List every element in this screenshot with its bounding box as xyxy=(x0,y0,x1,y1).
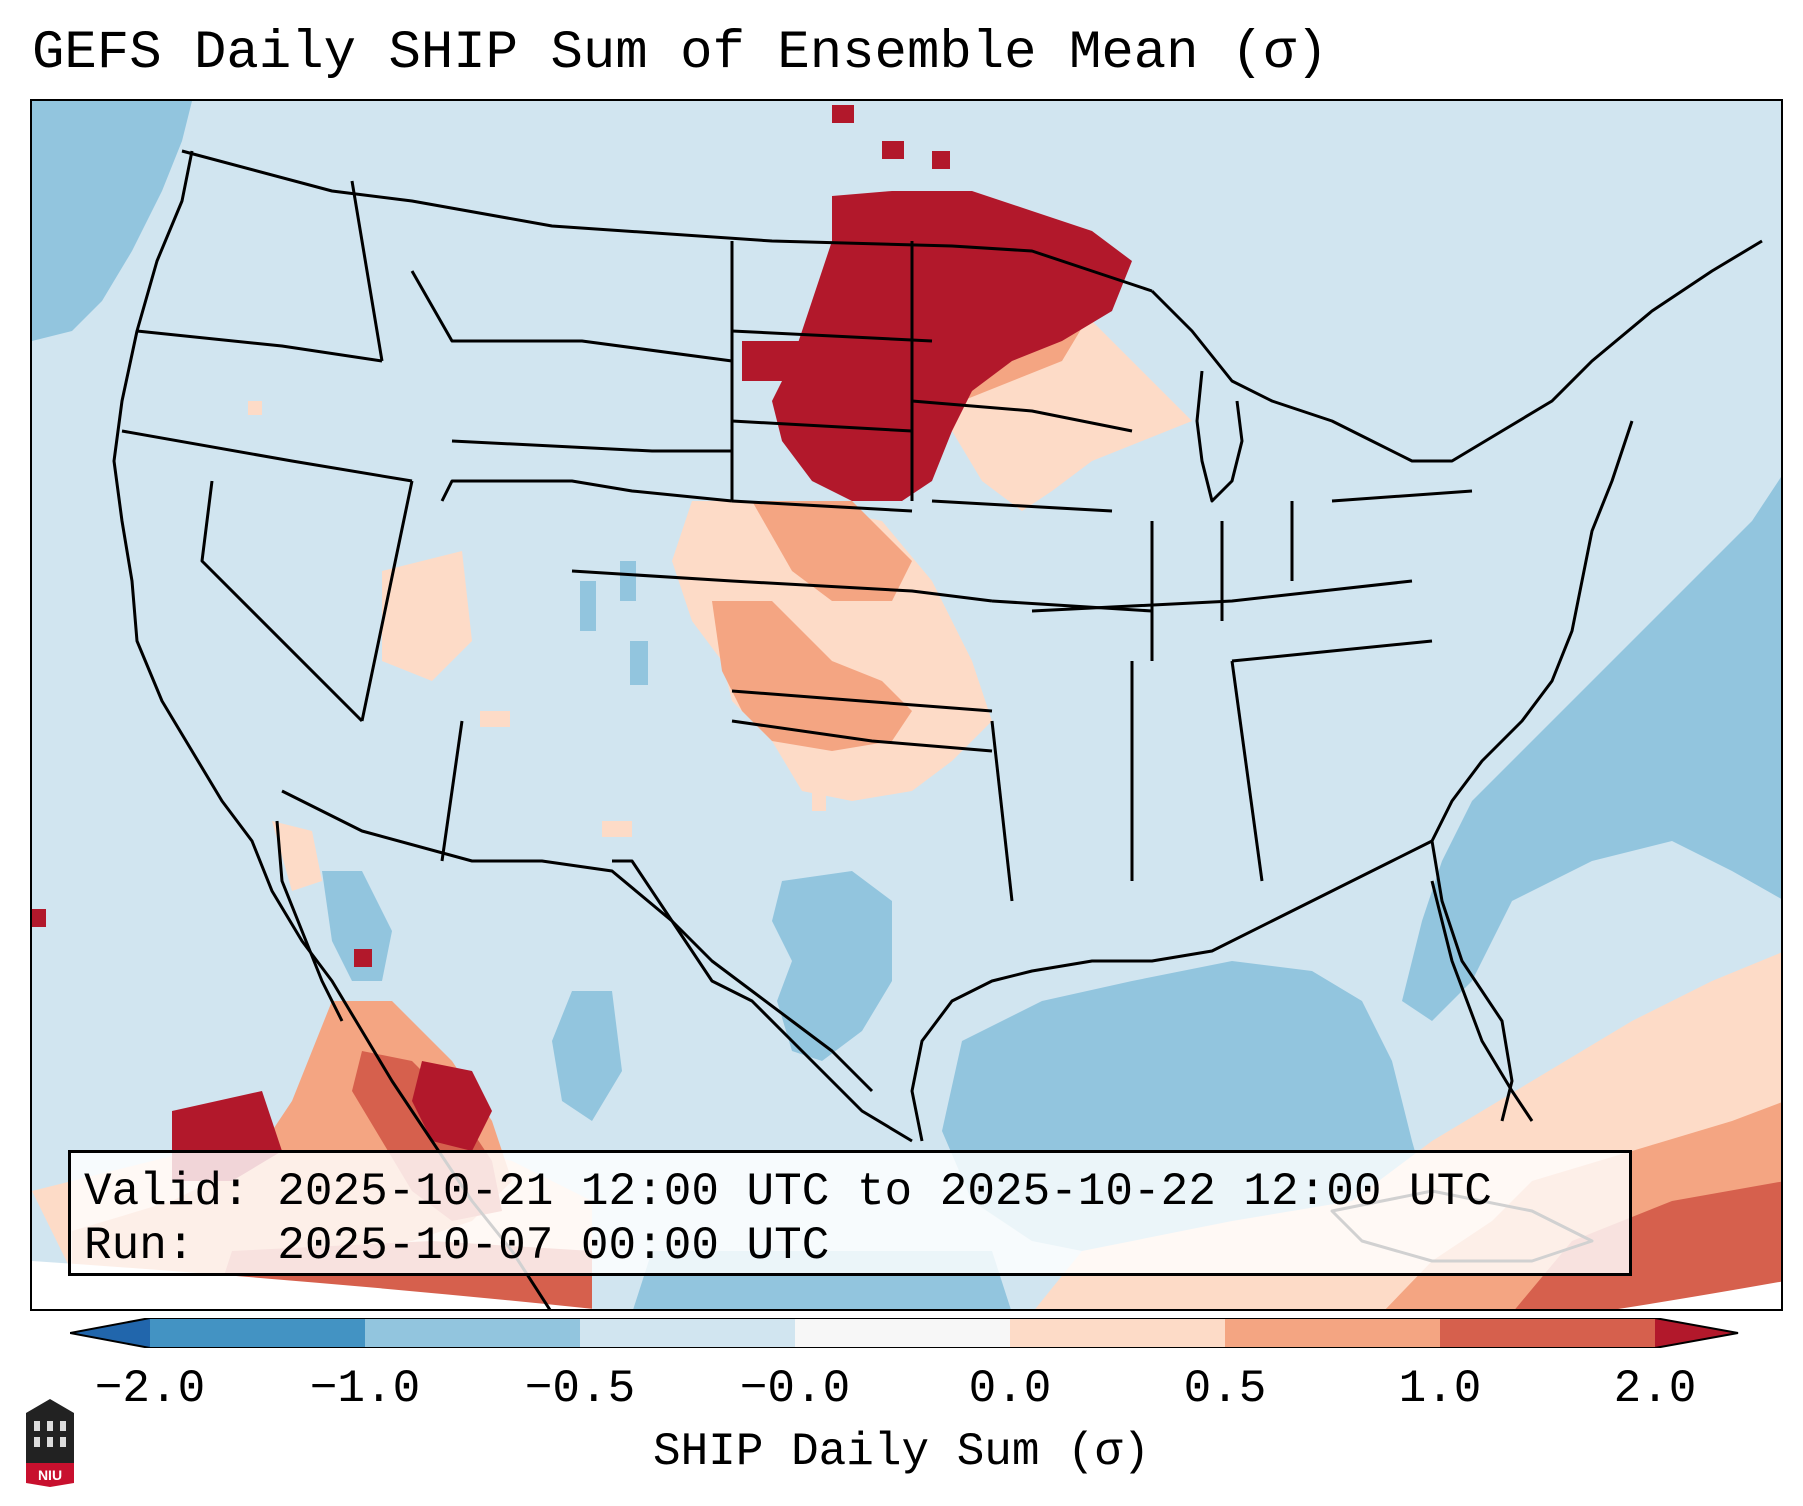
california-cell xyxy=(480,711,510,727)
colorbar xyxy=(70,1318,1739,1348)
canada-cell-3 xyxy=(932,151,950,169)
sierra-core xyxy=(412,1061,492,1151)
state-line-ca-nv xyxy=(200,480,364,723)
gulf-coastline xyxy=(910,839,1433,1142)
map-canvas xyxy=(32,101,1781,1309)
tick-label: 1.0 xyxy=(1398,1363,1482,1415)
colorbar-bin-neg1-neg05 xyxy=(365,1318,580,1348)
canada-cell-1 xyxy=(832,105,854,123)
se-caribbean-anomaly xyxy=(1515,1181,1781,1309)
state-line-nc-va xyxy=(1231,639,1433,663)
tick-label: −2.0 xyxy=(94,1363,206,1415)
tick-label: 0.0 xyxy=(968,1363,1052,1415)
run-value: 2025-10-07 00:00 UTC xyxy=(277,1220,830,1272)
valid-label: Valid: xyxy=(84,1166,250,1218)
colorbar-bin-neg2-neg1 xyxy=(150,1318,365,1348)
mexico-anomaly xyxy=(552,991,622,1121)
dakota-salmon-fringe xyxy=(752,501,912,601)
texas-anomaly xyxy=(772,871,892,1061)
state-line-ok-tx xyxy=(731,719,993,753)
state-line-al-ga xyxy=(1230,660,1264,882)
nevada-light xyxy=(382,551,472,681)
tick-label: −0.5 xyxy=(524,1363,636,1415)
mexico-border xyxy=(281,789,913,1143)
niu-logo-icon: NIU xyxy=(26,1399,74,1487)
tick-label: 2.0 xyxy=(1613,1363,1697,1415)
oregon-cell xyxy=(248,401,262,415)
state-line-mt-wy xyxy=(410,270,733,363)
canada-cell-2 xyxy=(882,141,904,159)
canada-border xyxy=(181,149,1153,293)
plains-light xyxy=(672,501,992,801)
east-coastline xyxy=(1430,420,1634,1122)
colorbar-bin-1-2 xyxy=(1440,1318,1655,1348)
florida-peninsula xyxy=(1430,880,1534,1122)
colorado-cell-3 xyxy=(630,641,648,685)
state-line-nv-ut xyxy=(360,480,414,722)
chart-title: GEFS Daily SHIP Sum of Ensemble Mean (σ) xyxy=(32,23,1329,84)
colorbar-extend-high xyxy=(1655,1318,1738,1348)
tick-label: −0.0 xyxy=(739,1363,851,1415)
colorbar-label: SHIP Daily Sum (σ) xyxy=(653,1426,1150,1478)
state-line-mn-wi xyxy=(911,399,1133,433)
off-domain-se xyxy=(1618,1281,1781,1309)
pacific-edge-core xyxy=(32,909,46,927)
state-line-ks-ok xyxy=(731,689,993,713)
colorado-cell-1 xyxy=(580,581,596,631)
baja-core xyxy=(354,949,372,967)
baja-peninsula xyxy=(275,820,344,1022)
state-line-az-nm xyxy=(440,720,464,862)
state-line-co-ks xyxy=(571,569,993,603)
colorbar-bin-0-05 xyxy=(1010,1318,1225,1348)
logo-banner xyxy=(26,1463,74,1487)
tick-label: 0.5 xyxy=(1183,1363,1267,1415)
state-line-id-mt xyxy=(350,180,384,362)
west-coastline xyxy=(112,150,552,1309)
atlantic-anomaly xyxy=(1402,477,1781,1021)
colorbar-bin-zero xyxy=(795,1318,1010,1348)
colorbar-outline xyxy=(70,1318,1739,1348)
state-line-ne-ks xyxy=(731,499,913,513)
borders xyxy=(112,149,1763,1309)
valid-row: Valid: 2025-10-21 12:00 UTC to 2025-10-2… xyxy=(84,1165,1629,1219)
arizona-cell xyxy=(602,821,632,837)
colorado-cell-2 xyxy=(620,561,636,601)
map-panel xyxy=(30,99,1783,1311)
run-row: Run: 2025-10-07 00:00 UTC xyxy=(84,1219,1629,1273)
valid-value: 2025-10-21 12:00 UTC to 2025-10-22 12:00… xyxy=(277,1166,1492,1218)
state-line-ut-co xyxy=(440,479,733,503)
state-line-wa-or xyxy=(136,329,383,363)
dakotas-core-anomaly xyxy=(772,191,1132,501)
great-lakes-shore xyxy=(1150,239,1763,463)
state-line-tn-ky xyxy=(1031,579,1413,613)
rio-grande xyxy=(612,859,874,1093)
state-line-ny-pa xyxy=(1331,489,1473,503)
nm-cell xyxy=(812,781,826,811)
state-line-or-ca xyxy=(121,429,413,483)
kansas-salmon xyxy=(712,601,912,751)
logo-text: NIU xyxy=(38,1467,62,1483)
valid-time-box: Valid: 2025-10-21 12:00 UTC to 2025-10-2… xyxy=(68,1150,1632,1276)
pacific-nw-anomaly xyxy=(32,101,192,341)
tick-label: −1.0 xyxy=(309,1363,421,1415)
state-line-ia-mo xyxy=(931,499,1113,513)
sd-west-core xyxy=(742,341,802,381)
lake-michigan xyxy=(1195,370,1244,503)
run-label: Run: xyxy=(84,1220,195,1272)
gulf-of-california-anomaly xyxy=(322,871,392,981)
colorbar-bin-05-1 xyxy=(1225,1318,1440,1348)
state-line-la-tx xyxy=(990,720,1014,902)
colorbar-bin-neg05-0 xyxy=(580,1318,795,1348)
colorbar-extend-low xyxy=(70,1318,150,1348)
baja-light xyxy=(272,821,322,891)
state-line-nd-sd xyxy=(731,329,933,343)
state-line-mo-ar xyxy=(991,599,1153,613)
state-line-wy-co xyxy=(451,439,732,453)
state-line-sd-ne xyxy=(731,419,913,433)
